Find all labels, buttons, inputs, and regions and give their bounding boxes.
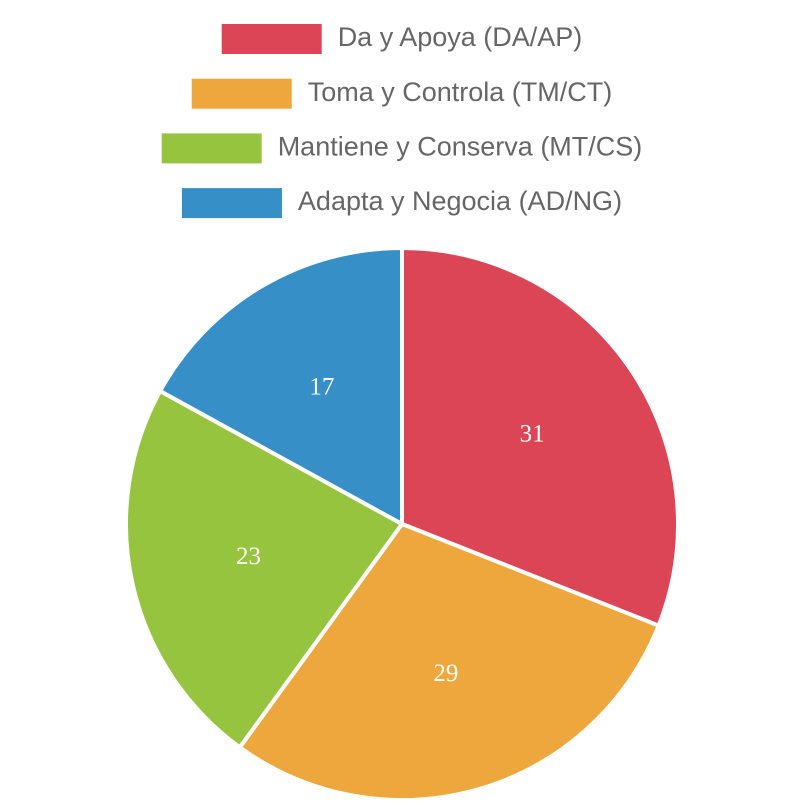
legend-label: Mantiene y Conserva (MT/CS) bbox=[278, 132, 643, 162]
legend-swatch bbox=[221, 24, 322, 54]
pie-slice bbox=[124, 388, 405, 751]
data-label: 29 bbox=[433, 660, 458, 687]
data-label: 23 bbox=[236, 543, 261, 570]
pie-slice bbox=[157, 245, 404, 528]
data-label: 17 bbox=[309, 373, 334, 400]
legend-swatch bbox=[191, 78, 292, 109]
pie-slice bbox=[400, 245, 680, 629]
data-label: 31 bbox=[520, 420, 545, 447]
legend-label: Adapta y Negocia (AD/NG) bbox=[298, 186, 622, 216]
legend-swatch bbox=[161, 133, 262, 164]
legend-label: Da y Apoya (DA/AP) bbox=[338, 22, 583, 52]
legend-label: Toma y Controla (TM/CT) bbox=[308, 77, 613, 107]
legend-swatch bbox=[181, 188, 282, 219]
pie-slice bbox=[236, 521, 662, 802]
